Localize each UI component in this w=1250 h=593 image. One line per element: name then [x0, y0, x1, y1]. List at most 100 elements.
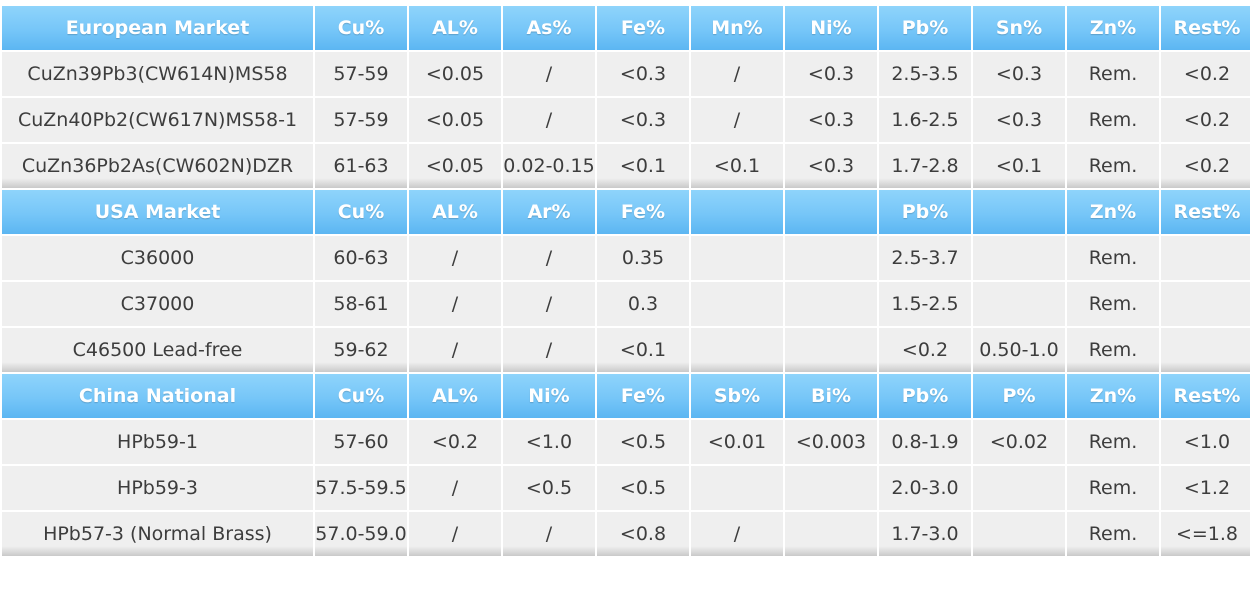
- value-cell: 60-63: [315, 236, 407, 280]
- value-cell: [691, 282, 783, 326]
- column-header: Cu%: [315, 374, 407, 418]
- value-cell: [973, 512, 1065, 556]
- value-cell: Rem.: [1067, 98, 1159, 142]
- value-cell: <1.2: [1161, 466, 1250, 510]
- value-cell: [691, 236, 783, 280]
- table-row: HPb59-1 57-60 <0.2 <1.0 <0.5 <0.01 <0.003 0.8-1…: [2, 420, 1250, 464]
- alloy-spec-table: European Market Cu% AL% As% Fe% Mn% Ni% Pb% Sn% Z…: [0, 4, 1250, 558]
- value-cell: <0.2: [879, 328, 971, 372]
- value-cell: <0.05: [409, 98, 501, 142]
- value-cell: 59-62: [315, 328, 407, 372]
- value-cell: /: [409, 512, 501, 556]
- value-cell: 1.5-2.5: [879, 282, 971, 326]
- column-header: Sn%: [973, 6, 1065, 50]
- value-cell: Rem.: [1067, 282, 1159, 326]
- column-header: AL%: [409, 190, 501, 234]
- column-header: Bi%: [785, 374, 877, 418]
- value-cell: 1.7-2.8: [879, 144, 971, 188]
- table-row: CuZn39Pb3(CW614N)MS58 57-59 <0.05/<0.3/<0.…: [2, 52, 1250, 96]
- header-cell-empty: [691, 190, 783, 234]
- value-cell: [1161, 328, 1250, 372]
- value-cell: <0.003: [785, 420, 877, 464]
- value-cell: 2.0-3.0: [879, 466, 971, 510]
- value-cell: Rem.: [1067, 512, 1159, 556]
- value-cell: [785, 236, 877, 280]
- value-cell: /: [409, 466, 501, 510]
- value-cell: 1.7-3.0: [879, 512, 971, 556]
- value-cell: <0.02: [973, 420, 1065, 464]
- table-body: European Market Cu% AL% As% Fe% Mn% Ni% Pb% Sn% Z…: [2, 6, 1250, 556]
- value-cell: Rem.: [1067, 328, 1159, 372]
- column-header: Zn%: [1067, 190, 1159, 234]
- value-cell: <0.05: [409, 144, 501, 188]
- value-cell: Rem.: [1067, 52, 1159, 96]
- column-header: As%: [503, 6, 595, 50]
- column-header: Ni%: [785, 6, 877, 50]
- value-cell: [785, 282, 877, 326]
- value-cell: 57.0-59.0: [315, 512, 407, 556]
- value-cell: <0.5: [597, 420, 689, 464]
- value-cell: <0.3: [597, 52, 689, 96]
- value-cell: [973, 236, 1065, 280]
- section-header-european-market: European Market Cu% AL% As% Fe% Mn% Ni% Pb% Sn% Z…: [2, 6, 1250, 50]
- table-row: C36000 60-63//0.35 2.5-3.7 Rem.: [2, 236, 1250, 280]
- alloy-grade-cell: CuZn36Pb2As(CW602N)DZR: [2, 144, 313, 188]
- value-cell: <0.2: [1161, 52, 1250, 96]
- value-cell: /: [691, 52, 783, 96]
- column-header: Rest%: [1161, 6, 1250, 50]
- value-cell: 2.5-3.7: [879, 236, 971, 280]
- value-cell: [973, 466, 1065, 510]
- value-cell: <0.01: [691, 420, 783, 464]
- table-row: HPb57-3 (Normal Brass) 57.0-59.0// <0.8/1.…: [2, 512, 1250, 556]
- column-header: Pb%: [879, 6, 971, 50]
- value-cell: <0.1: [597, 328, 689, 372]
- column-header: Rest%: [1161, 374, 1250, 418]
- value-cell: /: [503, 282, 595, 326]
- header-cell-empty: [785, 190, 877, 234]
- column-header: Fe%: [597, 190, 689, 234]
- market-title: European Market: [2, 6, 313, 50]
- value-cell: /: [691, 512, 783, 556]
- table-row: C46500 Lead-free 59-62// <0.1 <0.2 0.50-1.0 R…: [2, 328, 1250, 372]
- value-cell: 57.5-59.5: [315, 466, 407, 510]
- value-cell: /: [503, 98, 595, 142]
- alloy-grade-cell: CuZn39Pb3(CW614N)MS58: [2, 52, 313, 96]
- value-cell: [973, 282, 1065, 326]
- value-cell: <0.1: [691, 144, 783, 188]
- value-cell: [785, 512, 877, 556]
- value-cell: <=1.8: [1161, 512, 1250, 556]
- alloy-grade-cell: CuZn40Pb2(CW617N)MS58-1: [2, 98, 313, 142]
- column-header: Pb%: [879, 374, 971, 418]
- value-cell: /: [409, 282, 501, 326]
- value-cell: 0.50-1.0: [973, 328, 1065, 372]
- market-title: USA Market: [2, 190, 313, 234]
- value-cell: [691, 328, 783, 372]
- value-cell: 0.8-1.9: [879, 420, 971, 464]
- value-cell: <0.2: [1161, 144, 1250, 188]
- value-cell: 57-60: [315, 420, 407, 464]
- value-cell: <0.2: [1161, 98, 1250, 142]
- value-cell: Rem.: [1067, 144, 1159, 188]
- value-cell: /: [691, 98, 783, 142]
- column-header: Mn%: [691, 6, 783, 50]
- value-cell: 2.5-3.5: [879, 52, 971, 96]
- value-cell: /: [503, 52, 595, 96]
- value-cell: Rem.: [1067, 466, 1159, 510]
- value-cell: /: [503, 328, 595, 372]
- value-cell: <0.3: [973, 52, 1065, 96]
- value-cell: <0.3: [785, 52, 877, 96]
- value-cell: /: [409, 236, 501, 280]
- value-cell: 0.35: [597, 236, 689, 280]
- alloy-grade-cell: HPb59-3: [2, 466, 313, 510]
- value-cell: 58-61: [315, 282, 407, 326]
- value-cell: <1.0: [1161, 420, 1250, 464]
- value-cell: [785, 466, 877, 510]
- value-cell: /: [503, 512, 595, 556]
- alloy-grade-cell: C46500 Lead-free: [2, 328, 313, 372]
- value-cell: <0.05: [409, 52, 501, 96]
- value-cell: 57-59: [315, 98, 407, 142]
- value-cell: [1161, 282, 1250, 326]
- value-cell: Rem.: [1067, 420, 1159, 464]
- column-header: Zn%: [1067, 374, 1159, 418]
- value-cell: Rem.: [1067, 236, 1159, 280]
